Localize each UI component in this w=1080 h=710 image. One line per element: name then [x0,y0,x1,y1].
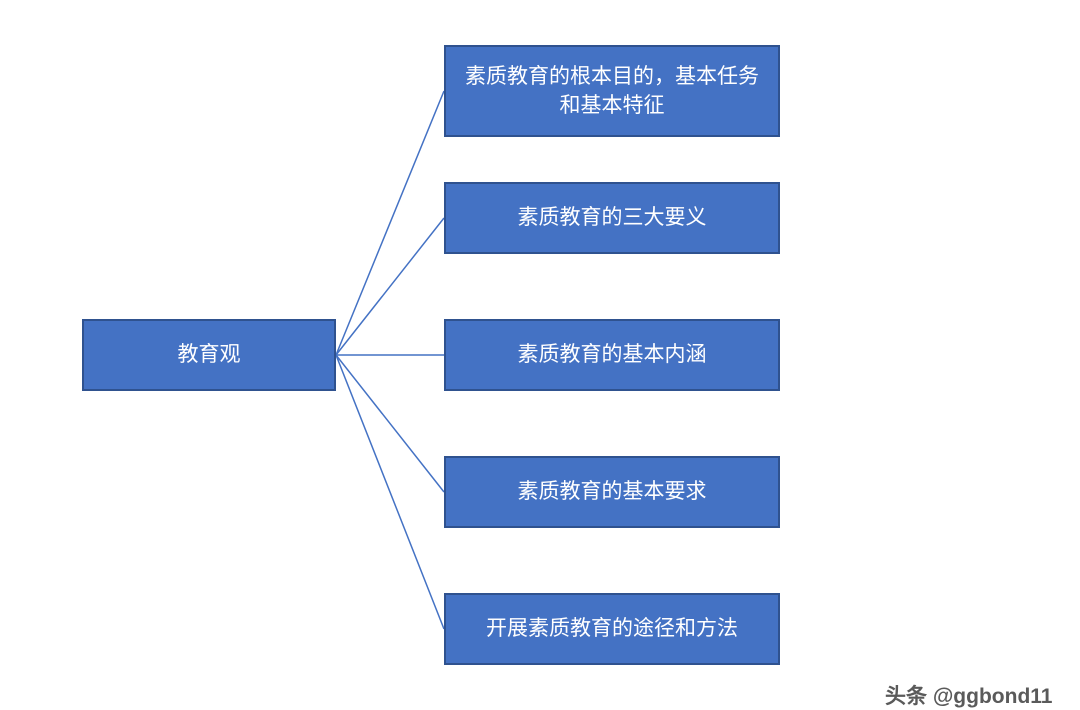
root-node: 教育观 [82,319,336,391]
child-node-2: 素质教育的基本内涵 [444,319,780,391]
child-node-label: 素质教育的基本内涵 [518,340,707,369]
edge-3 [336,355,444,492]
child-node-1: 素质教育的三大要义 [444,182,780,254]
child-node-label: 素质教育的根本目的，基本任务和基本特征 [458,62,766,121]
root-node-label: 教育观 [178,340,241,369]
child-node-label: 素质教育的三大要义 [518,203,707,232]
edge-0 [336,91,444,355]
edge-4 [336,355,444,629]
edge-1 [336,218,444,355]
child-node-3: 素质教育的基本要求 [444,456,780,528]
child-node-4: 开展素质教育的途径和方法 [444,593,780,665]
child-node-0: 素质教育的根本目的，基本任务和基本特征 [444,45,780,137]
child-node-label: 开展素质教育的途径和方法 [486,614,738,643]
watermark-text: 头条 @ggbond11 [885,680,1052,710]
child-node-label: 素质教育的基本要求 [518,477,707,506]
